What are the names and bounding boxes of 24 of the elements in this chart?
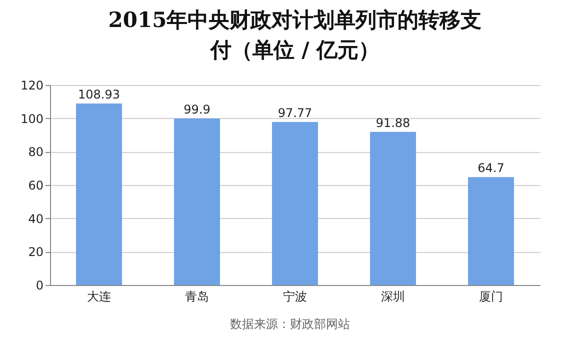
data-label: 99.9 [184,102,210,116]
y-tick-label: 40 [28,212,44,226]
y-tick-label: 20 [28,245,44,260]
y-tick-label: 120 [20,78,44,92]
x-tick-label: 大连 [87,290,111,304]
bar [272,122,318,285]
chart-title: 2015年中央财政对计划单列市的转移支付（单位 / 亿元） [108,7,482,62]
data-label: 97.77 [278,106,312,120]
data-label: 64.7 [478,161,504,176]
x-tick-label: 青岛 [185,290,209,304]
y-tick-label: 60 [28,178,44,192]
bar [174,118,220,285]
source-note: 数据来源：财政部网站 [229,316,351,333]
data-label: 91.88 [376,116,410,130]
y-tick-label: 0 [36,278,44,292]
y-tick-label: 100 [20,112,44,126]
x-tick-label: 宁波 [283,290,307,304]
bar [370,132,416,285]
y-tick-label: 80 [28,145,44,160]
bar [76,103,122,285]
x-tick-label: 深圳 [381,290,405,304]
data-label: 108.93 [78,87,120,102]
bar [468,177,514,285]
x-tick-label: 厦门 [479,290,503,304]
